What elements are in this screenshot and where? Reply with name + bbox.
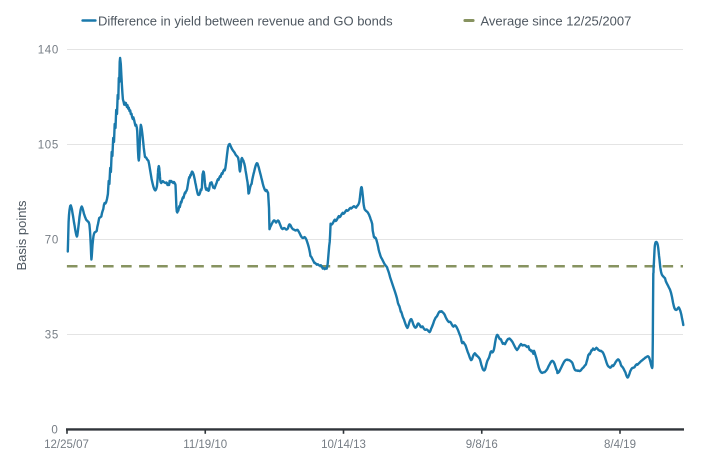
svg-text:105: 105 bbox=[38, 140, 59, 152]
svg-text:10/14/13: 10/14/13 bbox=[321, 439, 366, 451]
svg-text:9/8/16: 9/8/16 bbox=[466, 439, 498, 451]
svg-text:Basis points: Basis points bbox=[14, 200, 29, 271]
svg-text:140: 140 bbox=[38, 45, 59, 57]
svg-text:0: 0 bbox=[51, 424, 58, 436]
svg-text:35: 35 bbox=[45, 330, 59, 342]
svg-text:70: 70 bbox=[45, 235, 59, 247]
svg-text:12/25/07: 12/25/07 bbox=[44, 439, 89, 451]
svg-text:Average since 12/25/2007: Average since 12/25/2007 bbox=[481, 13, 632, 28]
svg-text:Difference in yield between re: Difference in yield between revenue and … bbox=[98, 13, 393, 28]
svg-text:11/19/10: 11/19/10 bbox=[183, 439, 227, 451]
svg-text:8/4/19: 8/4/19 bbox=[604, 439, 636, 451]
